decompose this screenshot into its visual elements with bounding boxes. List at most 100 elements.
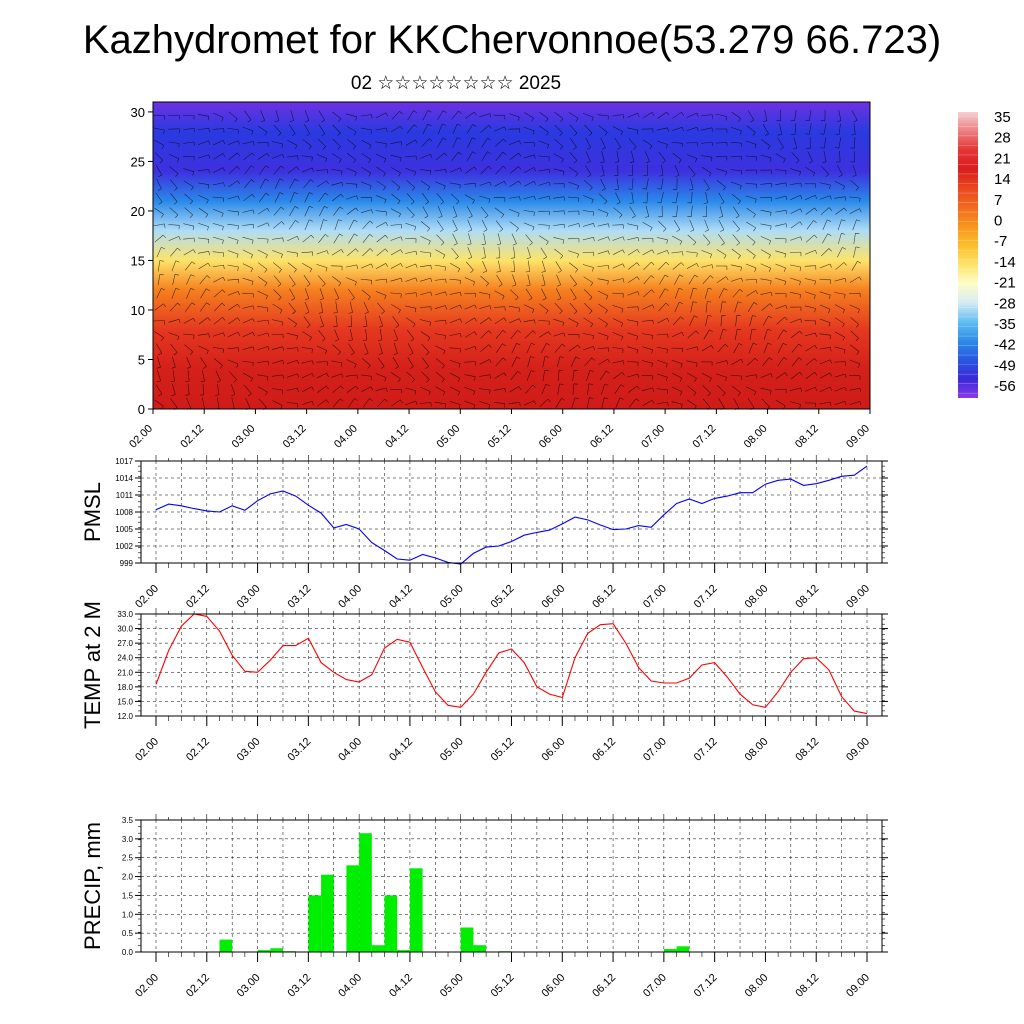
wind-barb-feather xyxy=(783,329,788,333)
wind-barb-feather xyxy=(377,339,382,341)
wind-barb-feather xyxy=(842,309,845,314)
wind-barb-feather xyxy=(368,172,372,177)
wind-barb xyxy=(304,124,310,134)
wind-barb-feather xyxy=(785,195,788,200)
wind-barb xyxy=(656,373,668,378)
precip-x-tick-label: 07.00 xyxy=(641,972,669,1000)
wind-barb xyxy=(584,303,593,312)
wind-barb xyxy=(186,274,192,285)
wind-barb xyxy=(199,302,207,312)
wind-barb-feather xyxy=(619,397,624,400)
wind-barb-feather xyxy=(193,249,196,254)
wind-barb xyxy=(553,237,564,241)
wind-barb-feather xyxy=(814,372,818,376)
precip-x-tick-label: 08.12 xyxy=(793,972,821,1000)
wind-barb xyxy=(851,261,858,271)
wind-barb-feather xyxy=(829,386,832,391)
wind-barb-feather xyxy=(208,140,211,145)
wind-barb-feather xyxy=(814,234,818,239)
wind-barb-feather xyxy=(575,269,578,273)
wind-barb xyxy=(183,317,194,324)
wind-barb-feather xyxy=(605,295,609,300)
wind-barb xyxy=(377,357,385,367)
wind-barb xyxy=(675,192,679,203)
wind-barb-feather xyxy=(207,116,210,121)
wind-barb xyxy=(257,332,268,337)
wind-barb xyxy=(612,114,624,117)
wind-barb xyxy=(434,181,446,187)
wind-barb xyxy=(851,110,858,121)
wind-barb-feather xyxy=(755,290,759,295)
wind-barb-feather xyxy=(815,387,818,391)
wind-barb xyxy=(686,126,698,132)
wind-barb-feather xyxy=(617,147,621,150)
wind-barb-feather xyxy=(341,249,344,253)
wind-barb-feather xyxy=(324,350,328,355)
wind-barb-feather xyxy=(322,283,326,287)
wind-barb-feather xyxy=(173,201,178,205)
wind-barb xyxy=(686,372,697,379)
wind-barb-feather xyxy=(751,328,756,331)
wind-barb-feather xyxy=(604,132,608,136)
wind-barb-feather xyxy=(815,332,817,337)
wind-barb xyxy=(493,388,505,391)
wind-barb xyxy=(303,316,311,326)
wind-barb-feather xyxy=(369,220,373,224)
wind-barb-feather xyxy=(354,281,357,286)
wind-barb-feather xyxy=(696,112,699,117)
wind-barb-feather xyxy=(208,333,210,338)
wind-barb-feather xyxy=(503,138,507,143)
wind-barb xyxy=(450,263,460,269)
wind-barb-feather xyxy=(190,288,195,291)
wind-barb xyxy=(805,345,816,352)
wind-barb xyxy=(316,154,328,159)
section-x-tick-label: 06.12 xyxy=(588,423,616,451)
wind-barb xyxy=(716,373,727,378)
wind-barb xyxy=(332,344,341,353)
wind-barb-feather xyxy=(190,274,195,277)
wind-barb-feather xyxy=(692,174,696,178)
wind-barb-feather xyxy=(410,338,415,342)
wind-barb-feather xyxy=(559,383,564,385)
wind-barb xyxy=(407,329,415,340)
wind-barb-feather xyxy=(502,295,505,300)
precip-y-tick-label: 0.0 xyxy=(122,948,134,957)
precip-x-tick-label: 06.12 xyxy=(590,972,618,1000)
precip-x-tick-label: 03.12 xyxy=(286,972,314,1000)
wind-barb xyxy=(202,397,205,409)
wind-barb xyxy=(480,125,489,133)
wind-barb-feather xyxy=(562,322,565,327)
wind-barb-feather xyxy=(635,398,640,402)
wind-barb xyxy=(746,248,756,256)
precip-x-tick-label: 08.00 xyxy=(743,972,771,1000)
wind-barb xyxy=(733,398,740,408)
wind-barb-feather xyxy=(560,255,564,259)
wind-barb-feather xyxy=(525,271,530,273)
wind-barb xyxy=(538,224,550,226)
wind-barb xyxy=(361,358,371,366)
wind-barb xyxy=(687,399,697,407)
wind-barb xyxy=(271,141,283,145)
wind-barb xyxy=(244,165,252,175)
pmsl-y-tick-label: 1002 xyxy=(115,542,133,551)
wind-barb-feather xyxy=(488,344,492,348)
wind-barb-feather xyxy=(799,372,803,376)
wind-barb xyxy=(259,165,267,175)
wind-barb xyxy=(346,195,357,200)
wind-barb xyxy=(701,141,713,144)
wind-barb xyxy=(686,112,698,118)
wind-barb-feather xyxy=(805,133,810,135)
wind-barb xyxy=(360,278,372,281)
wind-barb xyxy=(198,140,209,145)
wind-barb xyxy=(212,223,224,227)
wind-barb xyxy=(539,125,549,133)
wind-barb-feather xyxy=(488,317,492,322)
wind-barb xyxy=(702,385,711,394)
wind-barb-feather xyxy=(740,359,744,363)
wind-barb xyxy=(582,346,594,351)
wind-barb xyxy=(184,207,193,216)
wind-barb-feather xyxy=(516,342,521,346)
wind-barb-feather xyxy=(517,330,521,334)
precip-y-tick-label: 0.5 xyxy=(122,929,134,938)
wind-barb xyxy=(819,333,831,336)
